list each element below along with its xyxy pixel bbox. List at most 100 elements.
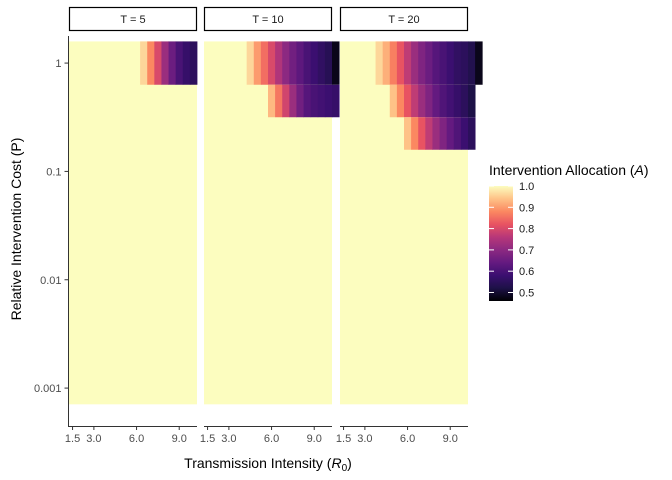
x-tick-label: 3.0 <box>221 433 236 445</box>
facet-panel: T = 10 1.5 3.0 6.0 9.0 <box>200 6 340 445</box>
heatmap-cell <box>411 117 419 150</box>
heatmap-cell <box>418 117 426 150</box>
heatmap-cell <box>460 41 469 85</box>
heatmap-cell <box>468 41 476 85</box>
heatmap-cell <box>453 117 462 150</box>
x-tick-label: 1.5 <box>336 433 351 445</box>
heatmap-cell <box>439 41 448 85</box>
x-tick-label: 6.0 <box>264 433 279 445</box>
facet-strip <box>68 6 198 32</box>
heatmap-cell <box>317 84 326 118</box>
heatmap-cell <box>375 41 384 85</box>
heatmap-cell <box>317 41 326 85</box>
facet-strip-label: T = 5 <box>120 14 145 26</box>
heatmap-cell <box>268 84 276 118</box>
facet-strip-label: T = 10 <box>252 14 283 26</box>
heatmap-cell <box>332 41 340 85</box>
legend-tick-label: 0.7 <box>519 245 534 257</box>
x-tick-label: 6.0 <box>129 433 144 445</box>
heatmap-cell <box>310 84 319 118</box>
heatmap-cell <box>140 41 148 85</box>
x-tick-label: 9.0 <box>307 433 322 445</box>
heatmap-cell <box>182 41 191 85</box>
heatmap-cell <box>289 84 297 118</box>
facet-strip <box>203 6 333 32</box>
heatmap-cell <box>282 84 290 118</box>
x-tick-label: 1.5 <box>65 433 80 445</box>
heatmap-cell <box>411 41 419 85</box>
heatmap-cell <box>289 41 297 85</box>
legend-tick-label: 0.5 <box>519 287 534 299</box>
heatmap-cell <box>296 84 304 118</box>
heatmap-cell <box>425 117 433 150</box>
legend: Intervention Allocation (A) 1.0 0.9 0.8 0.7… <box>489 162 649 301</box>
heatmap-cell <box>475 41 483 85</box>
heatmap-cell <box>282 41 290 85</box>
heatmap-cell <box>453 84 462 118</box>
heatmap-cell <box>432 117 440 150</box>
heatmap-cell <box>418 41 426 85</box>
heatmap-cell <box>168 41 177 85</box>
facet-strip <box>339 6 469 32</box>
x-tick-label: 3.0 <box>357 433 372 445</box>
heatmap-cell <box>446 84 455 118</box>
heatmap-cell <box>275 84 283 118</box>
x-axis-title: Transmission Intensity (R0) <box>184 455 352 474</box>
panels: T = 5 1.5 3.0 6.0 9.0 T = 10 1.5 3.0 6.0 9.0 T = 2… <box>65 6 483 445</box>
legend-colorbar <box>489 186 513 301</box>
heatmap-cell <box>154 41 162 85</box>
legend-tick-label: 0.6 <box>519 266 534 278</box>
y-axis: 1 0.1 0.01 0.001 <box>34 36 69 427</box>
legend-tick-label: 0.9 <box>519 202 534 214</box>
legend-tick-label: 0.8 <box>519 224 534 236</box>
heatmap-cell <box>268 41 276 85</box>
heatmap-cell <box>253 41 262 85</box>
heatmap-cell <box>468 117 476 150</box>
y-tick-label: 0.001 <box>34 383 62 395</box>
heatmap-cell <box>382 41 391 85</box>
heatmap-cell <box>275 41 283 85</box>
heatmap-cell <box>439 117 448 150</box>
heatmap-cell <box>460 84 469 118</box>
x-tick-label: 9.0 <box>172 433 187 445</box>
heatmap-cell <box>161 41 169 85</box>
heatmap-cell <box>411 84 419 118</box>
x-tick-label: 3.0 <box>86 433 101 445</box>
heatmap-cell <box>404 84 412 118</box>
heatmap-cell <box>396 41 405 85</box>
heatmap-cell <box>389 84 398 118</box>
heatmap-cell <box>147 41 155 85</box>
heatmap-cell <box>189 41 198 85</box>
heatmap-cell <box>460 117 469 150</box>
y-tick-label: 1 <box>55 58 61 70</box>
x-tick-label: 1.5 <box>200 433 215 445</box>
heatmap-cell <box>389 41 398 85</box>
heatmap-cell <box>396 84 405 118</box>
heatmap-cell <box>246 41 255 85</box>
heatmap-cell <box>404 117 412 150</box>
heatmap-cell <box>332 84 340 118</box>
y-tick-label: 0.01 <box>40 275 61 287</box>
legend-ticks: 1.0 0.9 0.8 0.7 0.6 0.5 <box>489 181 534 299</box>
heatmap-cell <box>175 41 184 85</box>
heatmap-cell <box>432 41 440 85</box>
heatmap-cell <box>439 84 448 118</box>
heatmap-cell <box>425 41 433 85</box>
heatmap-cell <box>446 117 455 150</box>
heatmap-cell <box>303 84 312 118</box>
heatmap-cell <box>303 41 312 85</box>
heatmap-background <box>69 41 197 405</box>
heatmap-cell <box>296 41 304 85</box>
heatmap-cell <box>453 41 462 85</box>
heatmap-cell <box>310 41 319 85</box>
heatmap-cell <box>324 41 333 85</box>
legend-tick-label: 1.0 <box>519 181 534 193</box>
legend-title: Intervention Allocation (A) <box>489 162 649 178</box>
facet-strip-label: T = 20 <box>388 14 419 26</box>
heatmap-cell <box>468 84 476 118</box>
facet-panel: T = 20 1.5 3.0 6.0 9.0 <box>336 6 483 445</box>
facet-panel: T = 5 1.5 3.0 6.0 9.0 <box>65 6 198 445</box>
y-tick-label: 0.1 <box>46 166 61 178</box>
heatmap-cell <box>404 41 412 85</box>
heatmap-cell <box>446 41 455 85</box>
